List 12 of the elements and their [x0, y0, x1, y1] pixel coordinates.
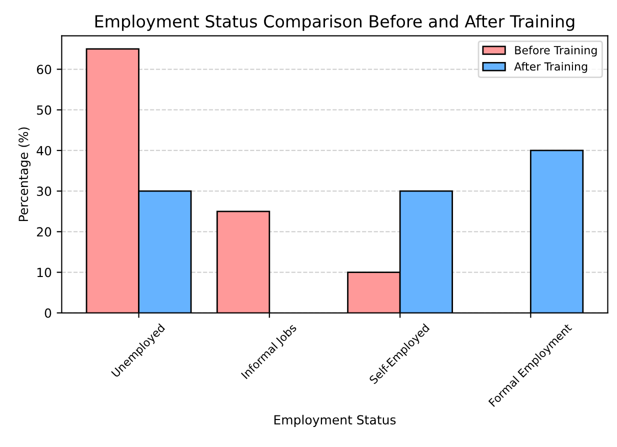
chart-title: Employment Status Comparison Before and After Training — [95, 14, 574, 31]
y-tick-label: 50 — [37, 105, 52, 115]
y-tick-label: 40 — [36, 146, 52, 156]
y-tick-label: 10 — [37, 268, 52, 278]
y-tick-label: 30 — [37, 186, 52, 196]
y-axis-title: Percentage (%) — [18, 127, 31, 222]
y-tick-label: 20 — [36, 227, 52, 237]
y-tick-label: 60 — [36, 64, 52, 74]
y-tick-label: 0 — [44, 308, 52, 318]
legend-label: Before Training — [515, 46, 597, 57]
legend-label: After Training — [514, 62, 588, 73]
x-axis-title: Employment Status — [274, 414, 396, 427]
